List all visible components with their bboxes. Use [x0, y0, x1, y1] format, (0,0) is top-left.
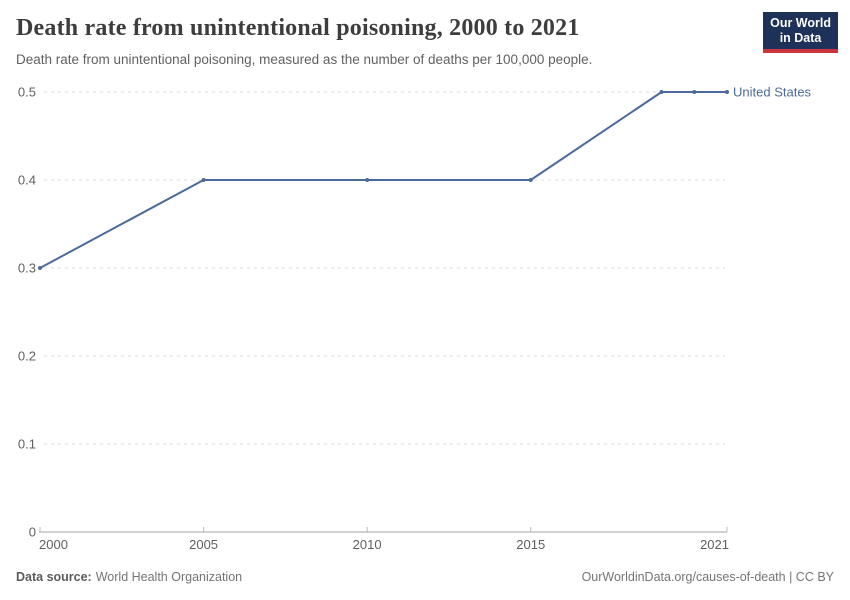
- data-point: [692, 90, 697, 94]
- y-tick-label: 0.3: [18, 261, 36, 276]
- owid-logo: Our World in Data: [763, 12, 838, 53]
- series-end-label: United States: [733, 85, 812, 100]
- x-tick-label: 2000: [39, 537, 68, 552]
- owid-logo-line1: Our World: [770, 16, 831, 30]
- chart-footer: Data source: World Health Organization Ou…: [16, 568, 834, 586]
- data-point: [201, 178, 206, 182]
- data-source-value: World Health Organization: [95, 570, 243, 584]
- data-point: [38, 266, 42, 270]
- data-source: Data source: World Health Organization: [16, 570, 242, 584]
- x-tick-label: 2010: [353, 537, 382, 552]
- x-tick-label: 2015: [516, 537, 545, 552]
- credit-line[interactable]: OurWorldinData.org/causes-of-death | CC …: [581, 570, 834, 584]
- y-tick-label: 0.4: [18, 173, 36, 188]
- x-tick-label: 2021: [700, 537, 729, 552]
- line-chart: 0 0.1 0.2 0.3 0.4 0.5 2000 2005 2010 2015 2021 Unit…: [18, 85, 812, 553]
- y-tick-label: 0.2: [18, 349, 36, 364]
- y-tick-label: 0: [29, 525, 36, 540]
- chart-title: Death rate from unintentional poisoning,…: [16, 15, 580, 41]
- chart-subtitle: Death rate from unintentional poisoning,…: [16, 52, 593, 67]
- owid-logo-line2: in Data: [779, 31, 822, 45]
- data-point: [365, 178, 370, 182]
- x-tick-label: 2005: [189, 537, 218, 552]
- data-point: [659, 90, 664, 94]
- y-tick-label: 0.1: [18, 437, 36, 452]
- data-source-label: Data source:: [16, 570, 92, 584]
- data-point: [528, 178, 533, 182]
- y-tick-label: 0.5: [18, 85, 36, 100]
- data-point: [725, 90, 729, 94]
